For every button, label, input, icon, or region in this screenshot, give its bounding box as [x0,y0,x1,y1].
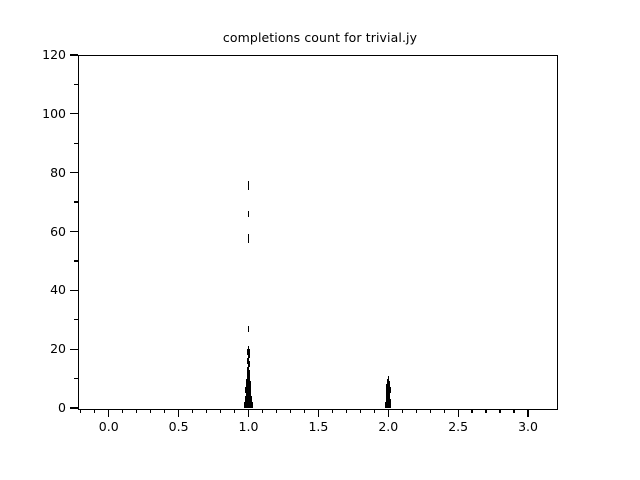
data-point [248,405,251,408]
y-axis-tick-label: 0 [58,400,66,415]
y-axis-tick-label: 100 [42,105,66,121]
x-axis-tick [387,409,389,417]
x-axis-minor-tick [513,409,515,413]
x-axis-tick [177,409,180,417]
data-point [247,210,250,217]
x-axis-minor-tick [471,409,473,413]
y-axis-tick-label: 40 [50,282,66,298]
x-axis-tick-label: 1.5 [308,419,329,434]
data-point [250,405,252,408]
x-axis-tick-label: 2.5 [448,419,469,434]
y-axis-tick [70,54,78,56]
x-axis-minor-tick [150,409,152,413]
x-axis-minor-tick [485,409,487,413]
y-axis-tick-label: 120 [42,47,66,62]
x-axis-minor-tick [429,409,431,413]
x-axis-minor-tick [94,409,96,413]
x-axis-minor-tick [331,409,334,413]
y-axis-tick [70,230,78,233]
y-axis-minor-tick [74,142,78,144]
data-point [388,393,391,400]
x-axis-tick [457,409,459,417]
x-axis-minor-tick [261,409,264,413]
x-axis-tick [527,409,529,417]
x-axis-tick [108,409,110,417]
x-axis-minor-tick [275,409,278,413]
x-axis-tick-label: 2.0 [378,419,399,434]
x-axis-minor-tick [80,409,82,413]
x-axis-minor-tick [289,409,292,413]
x-axis-minor-tick [205,409,208,413]
y-axis-tick-label: 80 [50,164,66,180]
y-axis-tick [70,348,78,350]
y-axis-minor-tick [74,377,78,380]
y-axis-tick [70,407,78,409]
y-axis-tick [70,113,78,115]
x-axis-minor-tick [499,409,501,413]
x-axis-tick [317,409,320,417]
x-axis-minor-tick [401,409,403,413]
x-axis-tick [247,409,250,417]
x-axis-minor-tick [164,409,166,413]
data-point [247,184,250,191]
y-axis-tick [70,289,78,291]
x-axis-tick-label: 3.0 [518,419,538,434]
y-axis-tick-label: 60 [50,223,66,239]
x-axis-minor-tick [303,409,306,413]
x-axis-minor-tick [219,409,222,413]
data-point [389,387,391,394]
x-axis-minor-tick [233,409,236,413]
data-point [245,405,247,408]
x-axis-tick-label: 0.5 [168,419,189,434]
x-axis-minor-tick [443,409,445,413]
axes-frame [78,55,558,410]
data-point [388,405,390,408]
data-point [387,405,389,408]
y-axis-tick-label: 20 [50,341,66,357]
x-axis-minor-tick [191,409,194,413]
data-point [247,237,250,244]
data-point [247,405,250,408]
y-axis-minor-tick [74,319,78,321]
data-point [389,405,391,408]
data-point [385,402,387,408]
scatter-plot-area [78,55,556,408]
x-axis-tick-label: 0.0 [98,419,119,434]
x-axis-minor-tick [345,409,347,413]
y-axis-minor-tick [74,83,78,86]
x-axis-minor-tick [122,409,124,413]
y-axis-minor-tick [74,260,78,262]
x-axis-minor-tick [373,409,375,413]
x-axis-minor-tick [415,409,417,413]
data-point [385,387,388,394]
y-axis-minor-tick [74,201,78,203]
x-axis-tick-label: 1.0 [238,419,259,434]
x-axis-minor-tick [136,409,138,413]
y-axis-tick [70,172,78,174]
chart-title: completions count for trivial.jy [222,30,418,45]
data-point [389,402,392,408]
x-axis-minor-tick [359,409,361,413]
data-point [386,405,388,408]
data-point [247,325,250,332]
